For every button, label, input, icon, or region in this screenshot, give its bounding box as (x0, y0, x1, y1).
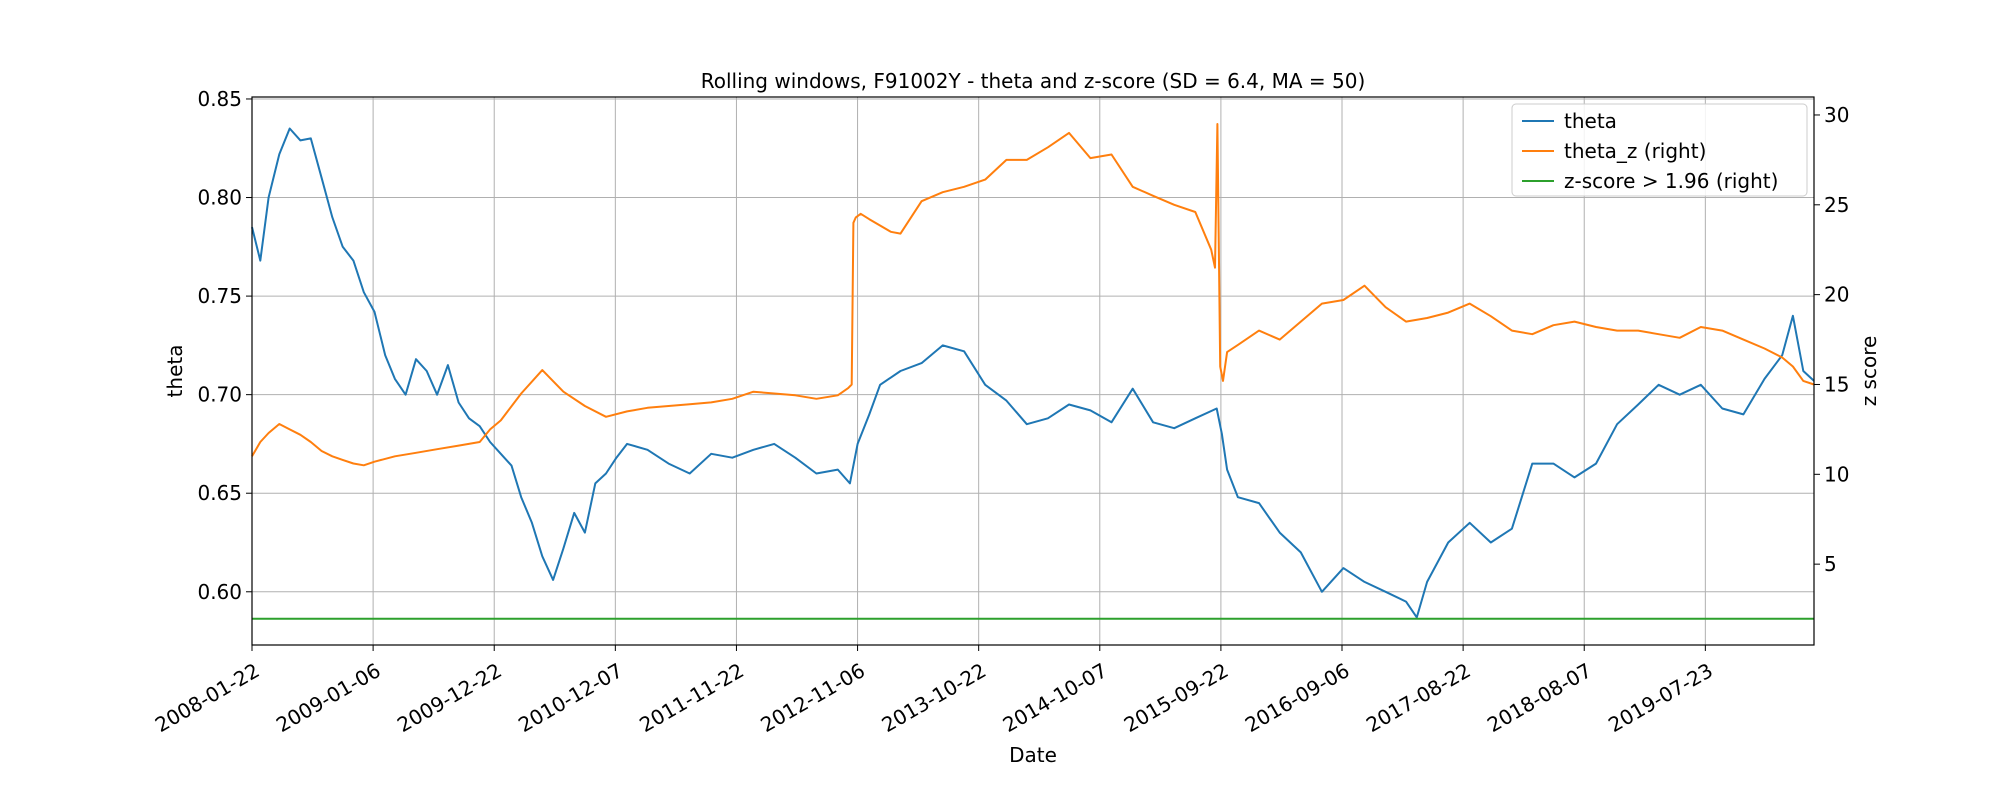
y-tick-label-right: 5 (1824, 552, 1837, 576)
x-axis-title: Date (1009, 743, 1057, 767)
legend: theta theta_z (right) z-score > 1.96 (righ… (1511, 103, 1808, 197)
y-tick-label-right: 20 (1824, 283, 1849, 307)
legend-label: theta_z (right) (1564, 139, 1706, 163)
legend-box (1511, 103, 1808, 197)
legend-label: z-score > 1.96 (right) (1564, 169, 1778, 193)
y-tick-label-left: 0.65 (197, 481, 242, 505)
y-tick-label-left: 0.80 (197, 186, 242, 210)
y-tick-label-right: 10 (1824, 462, 1849, 486)
y-tick-label-right: 25 (1824, 193, 1849, 217)
grid (251, 97, 1814, 645)
series-line-0 (251, 127, 1815, 619)
y-tick-label-left: 0.85 (197, 87, 242, 111)
y-tick-label-right: 30 (1824, 103, 1849, 127)
legend-label: theta (1564, 109, 1617, 133)
chart-title: Rolling windows, F91002Y - theta and z-s… (701, 69, 1366, 93)
plot-frame (251, 96, 1815, 646)
series-layer (251, 123, 1815, 620)
y-tick-label-left: 0.70 (197, 383, 242, 407)
y-axis-title-left: theta (163, 345, 187, 398)
y-tick-label-left: 0.75 (197, 284, 242, 308)
series-line-1 (251, 123, 1815, 467)
y-tick-label-left: 0.60 (197, 580, 242, 604)
y-axis-title-right: z score (1857, 336, 1881, 407)
y-tick-label-right: 15 (1824, 372, 1849, 396)
